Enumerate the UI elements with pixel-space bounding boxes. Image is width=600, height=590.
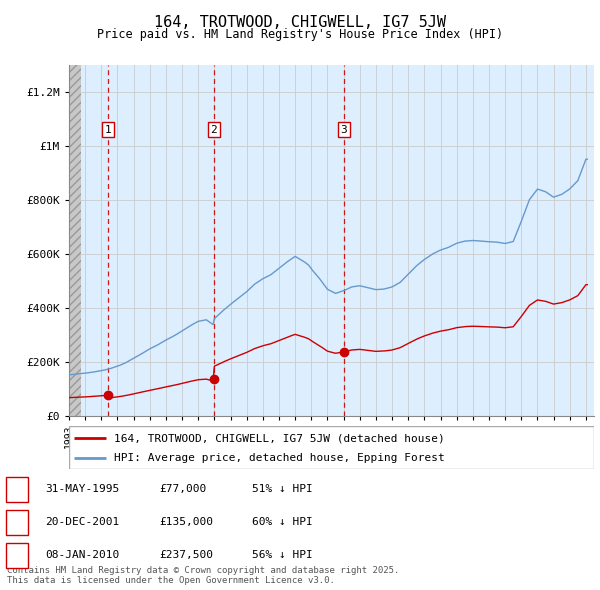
- Text: 2: 2: [211, 124, 217, 135]
- Text: 3: 3: [341, 124, 347, 135]
- Text: 31-MAY-1995: 31-MAY-1995: [45, 484, 119, 494]
- Text: 164, TROTWOOD, CHIGWELL, IG7 5JW: 164, TROTWOOD, CHIGWELL, IG7 5JW: [154, 15, 446, 30]
- Text: 2: 2: [13, 517, 20, 527]
- Text: 3: 3: [13, 550, 20, 560]
- FancyBboxPatch shape: [69, 426, 594, 469]
- Text: £77,000: £77,000: [159, 484, 206, 494]
- Bar: [69, 65, 81, 416]
- Text: HPI: Average price, detached house, Epping Forest: HPI: Average price, detached house, Eppi…: [113, 453, 445, 463]
- Text: 1: 1: [104, 124, 112, 135]
- Text: 1: 1: [13, 484, 20, 494]
- Text: 51% ↓ HPI: 51% ↓ HPI: [252, 484, 313, 494]
- Text: 20-DEC-2001: 20-DEC-2001: [45, 517, 119, 527]
- Text: Contains HM Land Registry data © Crown copyright and database right 2025.
This d: Contains HM Land Registry data © Crown c…: [7, 566, 400, 585]
- Text: 164, TROTWOOD, CHIGWELL, IG7 5JW (detached house): 164, TROTWOOD, CHIGWELL, IG7 5JW (detach…: [113, 433, 445, 443]
- Text: £135,000: £135,000: [159, 517, 213, 527]
- Text: Price paid vs. HM Land Registry's House Price Index (HPI): Price paid vs. HM Land Registry's House …: [97, 28, 503, 41]
- Text: 56% ↓ HPI: 56% ↓ HPI: [252, 550, 313, 560]
- Text: 08-JAN-2010: 08-JAN-2010: [45, 550, 119, 560]
- Text: £237,500: £237,500: [159, 550, 213, 560]
- Text: 60% ↓ HPI: 60% ↓ HPI: [252, 517, 313, 527]
